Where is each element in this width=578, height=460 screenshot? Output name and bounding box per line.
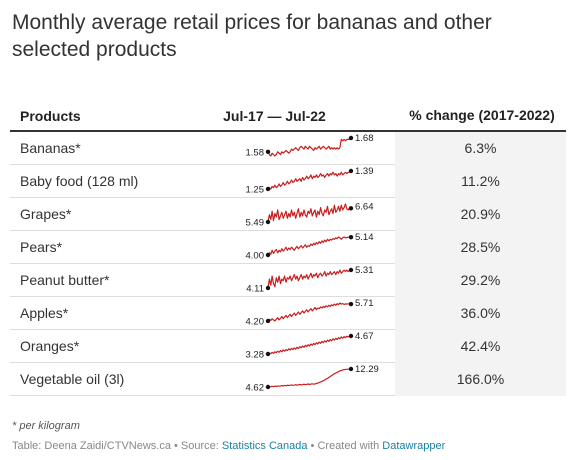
product-name: Pears* bbox=[20, 239, 63, 255]
end-point bbox=[348, 267, 354, 273]
start-value-label: 1.58 bbox=[246, 147, 265, 158]
start-point bbox=[265, 285, 271, 291]
header-date-range[interactable]: Jul-17 — Jul-22 bbox=[223, 108, 326, 124]
table-row: Bananas* 1.58 1.68 6.3% bbox=[10, 132, 566, 165]
start-point bbox=[265, 186, 271, 192]
start-point bbox=[265, 149, 271, 155]
percent-change-cell: 11.2% bbox=[395, 165, 566, 198]
product-name: Baby food (128 ml) bbox=[20, 173, 139, 189]
end-point bbox=[348, 135, 354, 141]
start-value-label: 4.62 bbox=[246, 383, 265, 394]
sparkline-chart: 3.28 4.67 bbox=[246, 331, 374, 361]
product-name: Peanut butter* bbox=[20, 272, 110, 288]
footer-created: • Created with bbox=[307, 440, 383, 452]
start-value-label: 4.11 bbox=[246, 284, 264, 295]
end-value-label: 1.39 bbox=[355, 166, 374, 177]
percent-change-cell: 166.0% bbox=[395, 363, 566, 396]
percent-change-cell: 20.9% bbox=[395, 198, 566, 231]
sparkline-line bbox=[267, 170, 352, 190]
footnote: * per kilogram bbox=[12, 420, 80, 432]
sparkline-chart: 1.25 1.39 bbox=[246, 166, 374, 196]
sparkline-line bbox=[267, 236, 352, 256]
end-point bbox=[348, 333, 354, 339]
product-name: Vegetable oil (3l) bbox=[20, 371, 125, 387]
end-point bbox=[348, 366, 354, 372]
chart-title: Monthly average retail prices for banana… bbox=[12, 11, 492, 61]
footer-credit: Table: Deena Zaidi/CTVNews.ca • Source: bbox=[12, 440, 222, 452]
end-value-label: 1.68 bbox=[355, 133, 374, 144]
sparkline-line bbox=[267, 137, 352, 157]
start-value-label: 4.00 bbox=[246, 251, 265, 262]
datawrapper-link[interactable]: Datawrapper bbox=[382, 440, 446, 452]
start-point bbox=[265, 252, 271, 258]
start-point bbox=[265, 219, 271, 225]
header-percent-change[interactable]: % change (2017-2022) bbox=[409, 107, 555, 123]
percent-change-cell: 36.0% bbox=[395, 297, 566, 330]
start-point bbox=[265, 384, 271, 390]
start-point bbox=[265, 318, 271, 324]
start-value-label: 4.20 bbox=[246, 317, 265, 328]
start-value-label: 1.25 bbox=[246, 185, 265, 196]
table-header: Products Jul-17 — Jul-22 % change (2017-… bbox=[10, 84, 566, 132]
sparkline-chart: 4.11 5.31 bbox=[246, 265, 374, 295]
start-value-label: 3.28 bbox=[246, 350, 265, 361]
table-row: Pears* 4.00 5.14 28.5% bbox=[10, 231, 566, 264]
percent-change-cell: 29.2% bbox=[395, 264, 566, 297]
sparkline-chart: 4.20 5.71 bbox=[246, 298, 374, 328]
sparkline-chart: 4.00 5.14 bbox=[246, 232, 374, 262]
start-value-label: 5.49 bbox=[246, 218, 265, 229]
product-name: Grapes* bbox=[20, 206, 72, 222]
header-products[interactable]: Products bbox=[20, 108, 81, 124]
end-value-label: 5.14 bbox=[355, 232, 374, 243]
product-name: Apples* bbox=[20, 305, 69, 321]
end-point bbox=[348, 234, 354, 240]
sparkline-chart: 5.49 6.64 bbox=[246, 201, 374, 229]
end-value-label: 12.29 bbox=[355, 364, 379, 375]
sparkline-line bbox=[267, 368, 352, 388]
percent-change-cell: 6.3% bbox=[395, 132, 566, 165]
sparkline-chart: 4.62 12.29 bbox=[246, 364, 379, 394]
table-row: Oranges* 3.28 4.67 42.4% bbox=[10, 330, 566, 363]
product-name: Bananas* bbox=[20, 140, 81, 156]
table-body: Bananas* 1.58 1.68 6.3% Baby food (128 ml) 1.… bbox=[10, 132, 566, 396]
end-value-label: 5.71 bbox=[355, 298, 374, 309]
footer: Table: Deena Zaidi/CTVNews.ca • Source: … bbox=[12, 440, 445, 452]
table-row: Baby food (128 ml) 1.25 1.39 11.2% bbox=[10, 165, 566, 198]
percent-change-cell: 28.5% bbox=[395, 231, 566, 264]
table-row: Vegetable oil (3l) 4.62 12.29 166.0% bbox=[10, 363, 566, 396]
sparkline-line bbox=[267, 269, 352, 289]
source-link[interactable]: Statistics Canada bbox=[221, 440, 308, 452]
table-row: Peanut butter* 4.11 5.31 29.2% bbox=[10, 264, 566, 297]
table-row: Apples* 4.20 5.71 36.0% bbox=[10, 297, 566, 330]
sparkline-chart: 1.58 1.68 bbox=[246, 133, 374, 158]
end-point bbox=[348, 301, 354, 307]
end-value-label: 4.67 bbox=[355, 331, 374, 342]
sparkline-line bbox=[267, 335, 352, 355]
end-value-label: 6.64 bbox=[355, 201, 374, 212]
end-value-label: 5.31 bbox=[355, 265, 374, 276]
sparkline-line bbox=[267, 302, 352, 322]
product-name: Oranges* bbox=[20, 338, 80, 354]
percent-change-cell: 42.4% bbox=[395, 330, 566, 363]
end-point bbox=[348, 168, 354, 174]
sparkline-line bbox=[267, 203, 352, 223]
start-point bbox=[265, 351, 271, 357]
end-point bbox=[348, 206, 354, 211]
table-row: Grapes* 5.49 6.64 20.9% bbox=[10, 198, 566, 231]
